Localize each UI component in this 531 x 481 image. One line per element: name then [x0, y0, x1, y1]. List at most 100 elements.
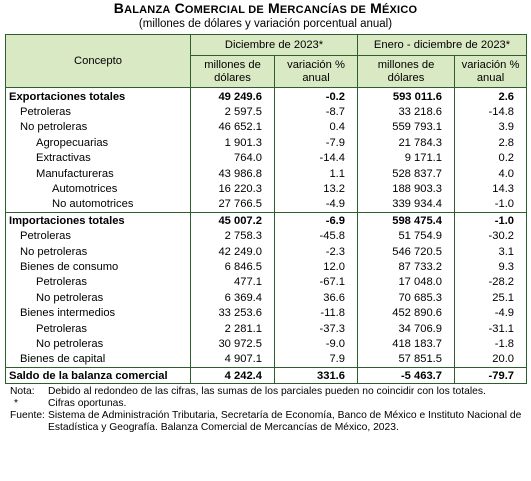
dec-variation-cell: -11.8	[273, 305, 359, 321]
ytd-millions-cell: 528 837.7	[357, 165, 456, 182]
row-label: Petroleras	[5, 320, 191, 337]
row-label: Agropecuarias	[5, 135, 191, 151]
dec-millions-cell: 33 253.6	[190, 305, 275, 321]
ytd-variation-cell: 14.3	[454, 181, 528, 197]
ytd-variation-cell: 9.3	[454, 259, 528, 275]
dec-millions-cell: 2 281.1	[190, 320, 275, 337]
table-row: Bienes intermedios 33 253.6 -11.8 452 890.6…	[5, 305, 528, 321]
ytd-millions-cell: 33 218.6	[357, 104, 456, 120]
table-row: Petroleras 477.1 -67.1 17 048.0 -28.2	[5, 274, 528, 291]
dec-millions-cell: 4 907.1	[190, 351, 275, 368]
dec-millions-cell: 6 846.5	[190, 259, 275, 275]
dec-variation-cell: -67.1	[273, 274, 359, 291]
concept-header: Concepto	[5, 34, 191, 88]
dec-variation-cell: -9.0	[273, 336, 359, 352]
ytd-variation-cell: 4.0	[454, 165, 528, 182]
col-variation-ytd: variación % anual	[454, 55, 528, 88]
table-notes: Nota: Debido al redondeo de las cifras, l…	[10, 386, 525, 434]
table-row: Exportaciones totales 49 249.6 -0.2 593 011…	[5, 87, 528, 105]
dec-millions-cell: 2 758.3	[190, 228, 275, 244]
table-row: Manufactureras 43 986.8 1.1 528 837.7 4.0	[5, 165, 528, 182]
ytd-variation-cell: -1.0	[454, 196, 528, 213]
dec-variation-cell: 331.6	[273, 367, 359, 385]
ytd-millions-cell: 21 784.3	[357, 135, 456, 151]
table-row: Automotrices 16 220.3 13.2 188 903.3 14.3	[5, 181, 528, 197]
dec-millions-cell: 42 249.0	[190, 243, 275, 260]
table-row: Bienes de capital 4 907.1 7.9 57 851.5 20.0	[5, 351, 528, 368]
row-label: Petroleras	[5, 104, 191, 120]
dec-millions-cell: 477.1	[190, 274, 275, 291]
note-source: Fuente: Sistema de Administración Tributa…	[10, 410, 522, 434]
ytd-millions-cell: 9 171.1	[357, 150, 456, 166]
table-row: Extractivas 764.0 -14.4 9 171.1 0.2	[5, 150, 528, 166]
ytd-millions-cell: 598 475.4	[357, 212, 456, 229]
ytd-variation-cell: 2.8	[454, 135, 528, 151]
table-row: Petroleras 2 758.3 -45.8 51 754.9 -30.2	[5, 228, 528, 244]
ytd-millions-cell: 57 851.5	[357, 351, 456, 368]
dec-millions-cell: 27 766.5	[190, 196, 275, 213]
dec-variation-cell: -0.2	[273, 87, 359, 105]
ytd-millions-cell: 17 048.0	[357, 274, 456, 291]
note-rounding: Nota: Debido al redondeo de las cifras, l…	[10, 386, 486, 398]
dec-millions-cell: 764.0	[190, 150, 275, 166]
ytd-millions-cell: 546 720.5	[357, 243, 456, 260]
row-label: Petroleras	[5, 274, 191, 291]
row-label: Exportaciones totales	[5, 87, 191, 105]
period-year-header: Enero - diciembre de 2023*	[357, 34, 528, 56]
dec-millions-cell: 6 369.4	[190, 290, 275, 306]
row-label: Manufactureras	[5, 165, 191, 182]
ytd-millions-cell: 188 903.3	[357, 181, 456, 197]
row-label: Bienes de capital	[5, 351, 191, 368]
dec-variation-cell: -4.9	[273, 196, 359, 213]
ytd-millions-cell: -5 463.7	[357, 367, 456, 385]
row-label: No petroleras	[5, 243, 191, 260]
ytd-variation-cell: -79.7	[454, 367, 528, 385]
dec-variation-cell: -45.8	[273, 228, 359, 244]
ytd-variation-cell: 20.0	[454, 351, 528, 368]
ytd-millions-cell: 87 733.2	[357, 259, 456, 275]
dec-variation-cell: -6.9	[273, 212, 359, 229]
table-row: Agropecuarias 1 901.3 -7.9 21 784.3 2.8	[5, 135, 528, 151]
ytd-variation-cell: 3.1	[454, 243, 528, 260]
dec-variation-cell: 1.1	[273, 165, 359, 182]
table-row: Petroleras 2 597.5 -8.7 33 218.6 -14.8	[5, 104, 528, 120]
row-label: Bienes de consumo	[5, 259, 191, 275]
ytd-millions-cell: 593 011.6	[357, 87, 456, 105]
row-label: Importaciones totales	[5, 212, 191, 229]
row-label: No petroleras	[5, 119, 191, 136]
row-label: Automotrices	[5, 181, 191, 197]
dec-variation-cell: -14.4	[273, 150, 359, 166]
col-variation-dec: variación % anual	[273, 55, 359, 88]
row-label: Extractivas	[5, 150, 191, 166]
ytd-millions-cell: 559 793.1	[357, 119, 456, 136]
ytd-millions-cell: 70 685.3	[357, 290, 456, 306]
dec-millions-cell: 16 220.3	[190, 181, 275, 197]
table-row: No petroleras 6 369.4 36.6 70 685.3 25.1	[5, 290, 528, 306]
dec-variation-cell: 13.2	[273, 181, 359, 197]
table-row: No automotrices 27 766.5 -4.9 339 934.4 -1.0	[5, 196, 528, 213]
row-label: No petroleras	[5, 336, 191, 352]
ytd-variation-cell: 25.1	[454, 290, 528, 306]
row-label: No automotrices	[5, 196, 191, 213]
dec-variation-cell: -8.7	[273, 104, 359, 120]
col-millions-dec: millones de dólares	[190, 55, 275, 88]
ytd-variation-cell: -4.9	[454, 305, 528, 321]
dec-variation-cell: 12.0	[273, 259, 359, 275]
dec-variation-cell: -7.9	[273, 135, 359, 151]
table-row: Importaciones totales 45 007.2 -6.9 598 475…	[5, 212, 528, 229]
table-row: No petroleras 30 972.5 -9.0 418 183.7 -1.8	[5, 336, 528, 352]
dec-millions-cell: 1 901.3	[190, 135, 275, 151]
ytd-variation-cell: 2.6	[454, 87, 528, 105]
trade-balance-table: Concepto Diciembre de 2023* Enero - dici…	[5, 34, 528, 385]
ytd-variation-cell: -1.8	[454, 336, 528, 352]
row-label: Bienes intermedios	[5, 305, 191, 321]
ytd-variation-cell: -31.1	[454, 320, 528, 337]
ytd-millions-cell: 51 754.9	[357, 228, 456, 244]
table-row: Petroleras 2 281.1 -37.3 34 706.9 -31.1	[5, 320, 528, 337]
ytd-variation-cell: 3.9	[454, 119, 528, 136]
table-subtitle: (millones de dólares y variación porcent…	[138, 18, 393, 30]
row-label: Petroleras	[5, 228, 191, 244]
table-title: BALANZA COMERCIAL DE MERCANCÍAS DE MÉXIC…	[113, 0, 418, 17]
row-label: No petroleras	[5, 290, 191, 306]
dec-millions-cell: 4 242.4	[190, 367, 275, 385]
